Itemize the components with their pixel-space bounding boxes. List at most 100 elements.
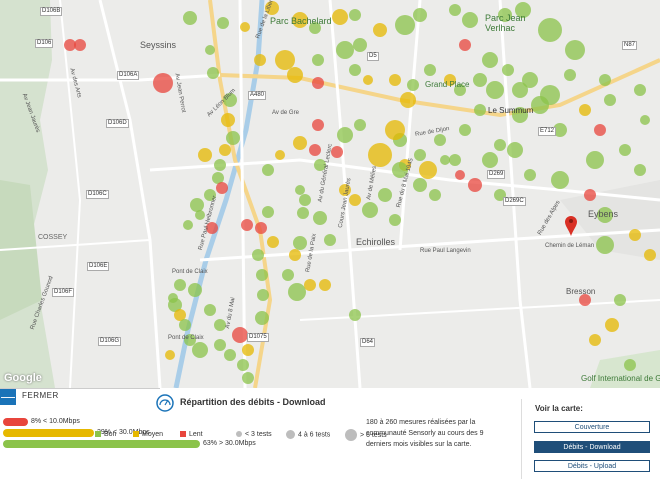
measurement-dot[interactable]	[252, 249, 264, 261]
measurement-dot[interactable]	[498, 8, 512, 22]
measurement-dot[interactable]	[586, 151, 604, 169]
measurement-dot[interactable]	[594, 124, 606, 136]
measurement-dot[interactable]	[579, 104, 591, 116]
measurement-dot[interactable]	[288, 283, 306, 301]
measurement-dot[interactable]	[362, 202, 378, 218]
measurement-dot[interactable]	[205, 45, 215, 55]
measurement-dot[interactable]	[240, 22, 250, 32]
measurement-dot[interactable]	[515, 2, 531, 18]
measurement-dot[interactable]	[214, 319, 226, 331]
measurement-dot[interactable]	[204, 304, 216, 316]
measurement-dot[interactable]	[614, 294, 626, 306]
measurement-dot[interactable]	[217, 17, 229, 29]
measurement-dot[interactable]	[419, 161, 437, 179]
measurement-dot[interactable]	[634, 84, 646, 96]
measurement-dot[interactable]	[553, 123, 567, 137]
coverage-map[interactable]: Parc Bachelard Parc Jean Verlhac Seyssin…	[0, 0, 660, 388]
measurement-dot[interactable]	[597, 207, 613, 223]
measurement-dot[interactable]	[459, 124, 471, 136]
measurement-dot[interactable]	[512, 82, 528, 98]
measurement-dot[interactable]	[400, 92, 416, 108]
measurement-dot[interactable]	[349, 309, 361, 321]
measurement-dot[interactable]	[454, 84, 466, 96]
measurement-dots[interactable]	[64, 1, 656, 384]
measurement-dot[interactable]	[429, 189, 441, 201]
measurement-dot[interactable]	[378, 188, 392, 202]
measurement-dot[interactable]	[299, 194, 311, 206]
measurement-dot[interactable]	[468, 178, 482, 192]
measurement-dot[interactable]	[482, 152, 498, 168]
measurement-dot[interactable]	[219, 144, 231, 156]
measurement-dot[interactable]	[309, 22, 321, 34]
measurement-dot[interactable]	[474, 104, 486, 116]
measurement-dot[interactable]	[434, 134, 446, 146]
measurement-dot[interactable]	[414, 149, 426, 161]
measurement-dot[interactable]	[440, 155, 450, 165]
measurement-dot[interactable]	[389, 74, 401, 86]
measurement-dot[interactable]	[512, 107, 528, 123]
measurement-dot[interactable]	[226, 131, 240, 145]
measurement-dot[interactable]	[207, 67, 219, 79]
measurement-dot[interactable]	[339, 184, 351, 196]
measurement-dot[interactable]	[179, 319, 191, 331]
measurement-dot[interactable]	[413, 178, 427, 192]
measurement-dot[interactable]	[262, 206, 274, 218]
measurement-dot[interactable]	[332, 9, 348, 25]
measurement-dot[interactable]	[297, 207, 309, 219]
measurement-dot[interactable]	[494, 139, 506, 151]
measurement-dot[interactable]	[462, 12, 478, 28]
measurement-dot[interactable]	[473, 73, 487, 87]
measurement-dot[interactable]	[599, 74, 611, 86]
measurement-dot[interactable]	[242, 372, 254, 384]
measurement-dot[interactable]	[295, 185, 305, 195]
measurement-dot[interactable]	[183, 220, 193, 230]
measurement-dot[interactable]	[565, 40, 585, 60]
measurement-dot[interactable]	[242, 344, 254, 356]
measurement-dot[interactable]	[237, 359, 249, 371]
measurement-dot[interactable]	[424, 64, 436, 76]
measurement-dot[interactable]	[584, 189, 596, 201]
measurement-dot[interactable]	[312, 77, 324, 89]
measurement-dot[interactable]	[312, 119, 324, 131]
upload-button[interactable]: Débits - Upload	[534, 460, 650, 472]
coverage-button[interactable]: Couverture	[534, 421, 650, 433]
measurement-dot[interactable]	[604, 94, 616, 106]
measurement-dot[interactable]	[262, 164, 274, 176]
measurement-dot[interactable]	[373, 23, 387, 37]
measurement-dot[interactable]	[385, 120, 405, 140]
measurement-dot[interactable]	[168, 293, 178, 303]
measurement-dot[interactable]	[275, 50, 295, 70]
measurement-dot[interactable]	[389, 214, 401, 226]
measurement-dot[interactable]	[224, 349, 236, 361]
measurement-dot[interactable]	[289, 249, 301, 261]
measurement-dot[interactable]	[319, 279, 331, 291]
measurement-dot[interactable]	[349, 64, 361, 76]
measurement-dot[interactable]	[392, 162, 408, 178]
measurement-dot[interactable]	[589, 334, 601, 346]
measurement-dot[interactable]	[188, 283, 202, 297]
measurement-dot[interactable]	[353, 38, 367, 52]
measurement-dot[interactable]	[596, 236, 614, 254]
measurement-dot[interactable]	[255, 222, 267, 234]
measurement-dot[interactable]	[214, 339, 226, 351]
measurement-dot[interactable]	[368, 143, 392, 167]
measurement-dot[interactable]	[293, 236, 307, 250]
measurement-dot[interactable]	[198, 148, 212, 162]
measurement-dot[interactable]	[395, 15, 415, 35]
measurement-dot[interactable]	[336, 41, 354, 59]
measurement-dot[interactable]	[282, 269, 294, 281]
measurement-dot[interactable]	[309, 144, 321, 156]
measurement-dot[interactable]	[579, 294, 591, 306]
measurement-dot[interactable]	[221, 113, 235, 127]
measurement-dot[interactable]	[644, 249, 656, 261]
measurement-dot[interactable]	[214, 159, 226, 171]
measurement-dot[interactable]	[153, 73, 173, 93]
measurement-dot[interactable]	[455, 170, 465, 180]
measurement-dot[interactable]	[486, 81, 504, 99]
measurement-dot[interactable]	[363, 75, 373, 85]
measurement-dot[interactable]	[629, 229, 641, 241]
measurement-dot[interactable]	[313, 211, 327, 225]
measurement-dot[interactable]	[206, 222, 218, 234]
measurement-dot[interactable]	[287, 67, 303, 83]
measurement-dot[interactable]	[255, 311, 269, 325]
